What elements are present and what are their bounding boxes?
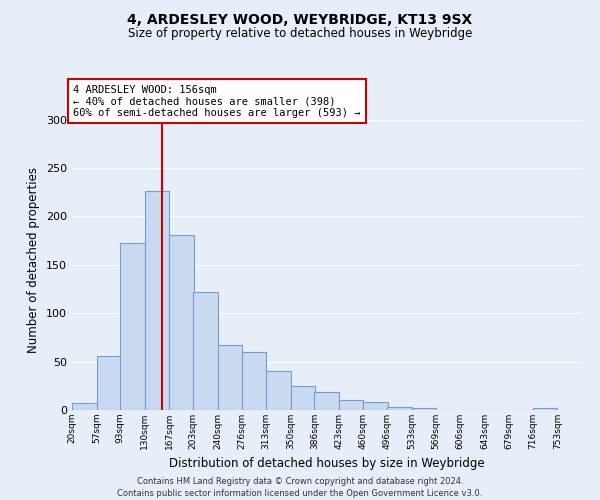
Bar (193, 292, 218, 410)
Text: Contains public sector information licensed under the Open Government Licence v3: Contains public sector information licen… (118, 489, 482, 498)
Bar (339, 400, 364, 410)
Text: 4 ARDESLEY WOOD: 156sqm
← 40% of detached houses are smaller (398)
60% of semi-d: 4 ARDESLEY WOOD: 156sqm ← 40% of detache… (73, 84, 361, 117)
Bar (533, 408, 557, 410)
Bar (364, 402, 388, 410)
Bar (72, 403, 97, 410)
Bar (412, 408, 436, 410)
Bar (314, 392, 339, 410)
Bar (145, 192, 169, 410)
Bar (97, 356, 121, 410)
Bar (242, 352, 266, 410)
Text: Size of property relative to detached houses in Weybridge: Size of property relative to detached ho… (128, 28, 472, 40)
Bar (169, 235, 194, 410)
Bar (387, 407, 412, 410)
Text: 4, ARDESLEY WOOD, WEYBRIDGE, KT13 9SX: 4, ARDESLEY WOOD, WEYBRIDGE, KT13 9SX (127, 12, 473, 26)
Bar (121, 242, 145, 410)
Bar (218, 345, 242, 410)
Bar (266, 372, 290, 410)
Y-axis label: Number of detached properties: Number of detached properties (28, 167, 40, 353)
Text: Contains HM Land Registry data © Crown copyright and database right 2024.: Contains HM Land Registry data © Crown c… (137, 478, 463, 486)
X-axis label: Distribution of detached houses by size in Weybridge: Distribution of detached houses by size … (169, 458, 485, 470)
Bar (290, 386, 315, 410)
